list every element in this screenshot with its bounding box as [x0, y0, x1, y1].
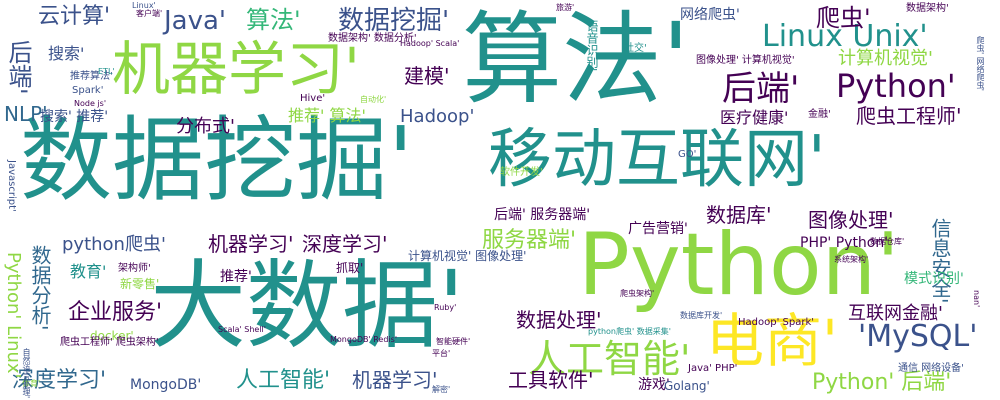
cloud-word: 客户端' [136, 9, 163, 18]
cloud-word: Hadoop' [400, 106, 475, 127]
cloud-word: GO' [678, 149, 697, 160]
cloud-word: docker' [90, 329, 134, 343]
cloud-word: 后端' [722, 69, 800, 109]
cloud-word: 解密' [432, 385, 451, 394]
cloud-word: 智能硬件' [436, 337, 471, 346]
cloud-word: Ruby' [434, 303, 457, 312]
cloud-word: Hadoop' Scala' [400, 39, 460, 48]
cloud-word: 通信 网络设备' [898, 363, 964, 374]
cloud-word: Python' [836, 67, 956, 105]
cloud-word: 计算机视觉' 图像处理' [408, 249, 527, 263]
cloud-word: 大数据' [150, 250, 465, 362]
cloud-word: Scala' Shell' [218, 325, 266, 334]
cloud-word: 数据分析' [28, 245, 52, 331]
cloud-word: 软件开发' [500, 167, 543, 178]
cloud-word: 工具软件' [508, 368, 594, 392]
cloud-word: 爬虫工程师' 爬虫架构' [60, 337, 159, 348]
cloud-word: ETL' [98, 67, 115, 76]
cloud-word: Javascript' [6, 160, 17, 212]
cloud-word: 自然语言处理' [22, 348, 31, 399]
cloud-word: Python' Linux' [3, 252, 24, 379]
cloud-word: 广告营销' [628, 221, 688, 237]
cloud-word: 数据架构' [906, 3, 949, 14]
cloud-word: 图像处理' 计算机视觉' [696, 55, 795, 66]
cloud-word: 图像处理' [808, 208, 894, 232]
cloud-word: 算法' [462, 1, 690, 118]
cloud-word: 数据库开发' [680, 311, 723, 320]
cloud-word: 云计算' [38, 4, 111, 29]
cloud-word: python爬虫' 数据采集' [588, 327, 671, 336]
cloud-word: 系统架构' [834, 255, 869, 264]
cloud-word: nan' [972, 290, 981, 308]
cloud-word: 建模' [404, 64, 450, 88]
cloud-word: 深度学习' [12, 368, 107, 393]
cloud-word: Linux Unix' [762, 19, 928, 54]
cloud-word: 机器学习' [352, 368, 438, 392]
cloud-word: 架构师' [118, 263, 151, 274]
cloud-word: 机器学习' [112, 35, 360, 103]
cloud-word: 旅游' [556, 3, 575, 12]
cloud-word: 'MySQL' [858, 319, 978, 354]
cloud-word: 数据库' [706, 203, 772, 227]
cloud-word: 后端' 服务器端' [494, 207, 591, 223]
cloud-word: 抓取' [336, 261, 364, 275]
cloud-word: 深度学习' [302, 232, 388, 256]
cloud-word: python爬虫' [62, 234, 166, 255]
cloud-word: 搜索' 推荐' [40, 109, 109, 125]
cloud-word: 新零售' [120, 277, 160, 291]
cloud-word: 自动化' [360, 95, 387, 104]
cloud-word: 服务器端' [482, 228, 577, 253]
cloud-word: 爬虫工程师' [856, 104, 962, 128]
cloud-word: 人工智能' [236, 368, 331, 393]
cloud-word: Node js' [74, 99, 107, 108]
cloud-word: PHP' Python' [800, 235, 889, 251]
cloud-word: 数据处理' [516, 308, 602, 332]
cloud-word: Python' [578, 215, 900, 315]
cloud-word: 推荐' [220, 269, 252, 285]
cloud-word: 爬虫架构' [620, 289, 655, 298]
cloud-word: 医疗健康' [720, 108, 789, 127]
cloud-word: 社交' [624, 43, 647, 54]
cloud-word: 信息安全' [928, 218, 952, 304]
cloud-word: 互联网金融' [848, 303, 943, 324]
cloud-word: NLP' [4, 102, 48, 126]
cloud-word: 教育' [70, 262, 107, 281]
cloud-word: 爬虫' [816, 4, 871, 32]
cloud-word: 企业服务' [68, 300, 163, 325]
cloud-word: Hive' [300, 93, 326, 104]
cloud-word: Golang' [664, 379, 710, 393]
cloud-word: 模式识别' [904, 271, 964, 287]
cloud-word: 推荐算法' [70, 71, 113, 82]
cloud-word: 计算机视觉' [838, 48, 933, 69]
cloud-word: Python' 后端' [812, 370, 952, 395]
cloud-word: 分布式' [176, 116, 235, 137]
cloud-word: Spark' [72, 85, 104, 96]
cloud-word: Linux' [132, 1, 156, 10]
cloud-word: 网络爬虫' [680, 7, 740, 23]
cloud-word: Java' PHP' [688, 363, 738, 374]
cloud-word: 机器学习' [208, 232, 294, 256]
cloud-word: 推荐' 算法' [288, 106, 366, 125]
cloud-word: Hadoop' Spark' [738, 317, 814, 328]
cloud-word: 数据挖掘' [20, 107, 414, 214]
cloud-word: 金融' [808, 109, 831, 120]
cloud-word: 数据挖掘' [338, 6, 450, 36]
cloud-word: 电商' [706, 307, 838, 375]
cloud-word: 后端' [4, 40, 32, 95]
cloud-word: 数据架构' 数据分析' [328, 33, 417, 44]
cloud-word: Java' [164, 6, 227, 36]
cloud-word: 搜索' [48, 44, 85, 63]
cloud-word: MongoDB' [130, 377, 202, 393]
cloud-word: 语音识别' [585, 20, 599, 72]
cloud-word: MongoDB' Redis' [330, 335, 398, 344]
cloud-word: 平台' [432, 349, 451, 358]
cloud-word: 移动互联网' [488, 123, 826, 197]
cloud-word: 体育' [22, 379, 41, 388]
cloud-word: 爬虫' 网络爬虫' [976, 36, 985, 91]
cloud-word: 人工智能' [528, 337, 691, 381]
cloud-word: 算法' [246, 6, 301, 34]
cloud-word: 数据仓库' [870, 237, 905, 246]
cloud-word: 游戏' [638, 377, 670, 393]
